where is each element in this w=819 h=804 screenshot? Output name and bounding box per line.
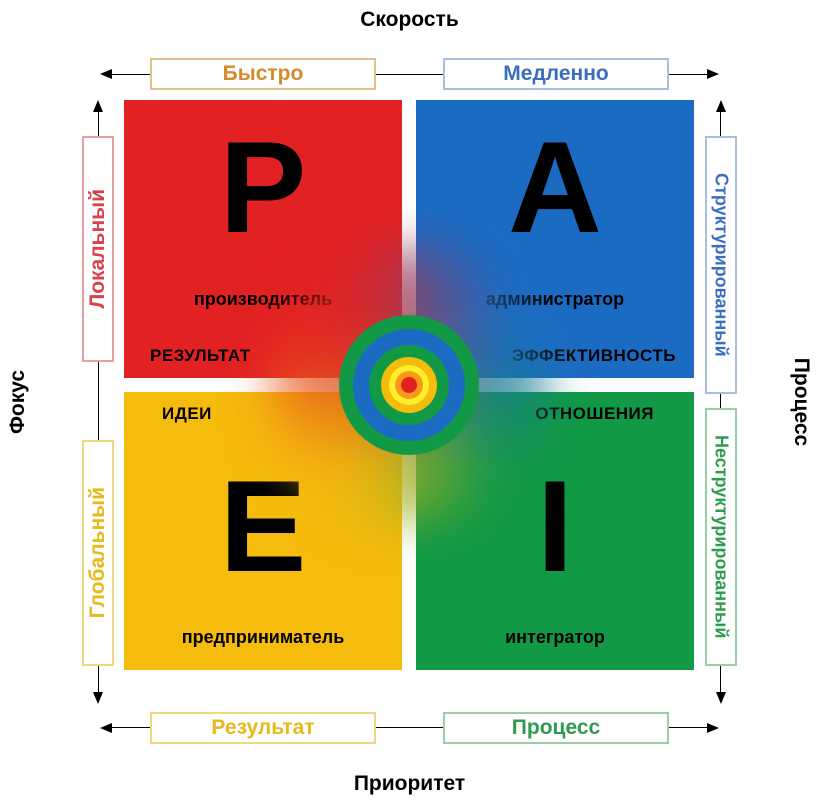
letter-e: E <box>220 461 307 591</box>
axis-top-title: Скорость <box>360 8 458 32</box>
axis-bottom-title: Приоритет <box>354 772 465 796</box>
quadrant-grid: P производитель РЕЗУЛЬТАТ A администрато… <box>124 100 694 670</box>
arrow-up-right <box>716 100 726 112</box>
arrow-down-left <box>93 692 103 704</box>
letter-i: I <box>537 461 573 591</box>
axis-left-title: Фокус <box>6 370 30 434</box>
edge-right-top-text: Структурированный <box>711 173 732 357</box>
edge-top-right-text: Медленно <box>503 62 608 86</box>
edge-right-top: Структурированный <box>705 136 737 394</box>
arrow-right-bottom <box>707 723 719 733</box>
edge-left-bottom-text: Глобальный <box>86 487 110 618</box>
edge-top-right: Медленно <box>443 58 669 90</box>
letter-a: A <box>508 122 602 252</box>
edge-right-bottom-text: Неструктурированный <box>711 435 732 638</box>
arrow-right-top <box>707 69 719 79</box>
theme-a: ЭФФЕКТИВНОСТЬ <box>512 346 676 366</box>
arrow-down-right <box>716 692 726 704</box>
theme-e: ИДЕИ <box>162 404 212 424</box>
role-e: предприниматель <box>182 627 345 648</box>
edge-left-bottom: Глобальный <box>82 440 114 666</box>
edge-right-bottom: Неструктурированный <box>705 408 737 666</box>
role-p: производитель <box>194 289 332 310</box>
role-i: интегратор <box>505 627 605 648</box>
edge-top-left: Быстро <box>150 58 376 90</box>
arrow-left-top <box>100 69 112 79</box>
edge-top-left-text: Быстро <box>223 62 304 86</box>
arrow-up-left <box>93 100 103 112</box>
edge-bottom-right: Процесс <box>443 712 669 744</box>
axis-right-title: Процесс <box>789 358 813 446</box>
edge-bottom-left: Результат <box>150 712 376 744</box>
edge-left-top-text: Локальный <box>86 189 110 309</box>
center-halo <box>339 315 479 455</box>
theme-i: ОТНОШЕНИЯ <box>535 404 654 424</box>
theme-p: РЕЗУЛЬТАТ <box>150 346 251 366</box>
arrow-left-bottom <box>100 723 112 733</box>
role-a: администратор <box>486 289 624 310</box>
edge-left-top: Локальный <box>82 136 114 362</box>
edge-bottom-right-text: Процесс <box>512 716 600 740</box>
edge-bottom-left-text: Результат <box>211 716 314 740</box>
letter-p: P <box>220 122 307 252</box>
